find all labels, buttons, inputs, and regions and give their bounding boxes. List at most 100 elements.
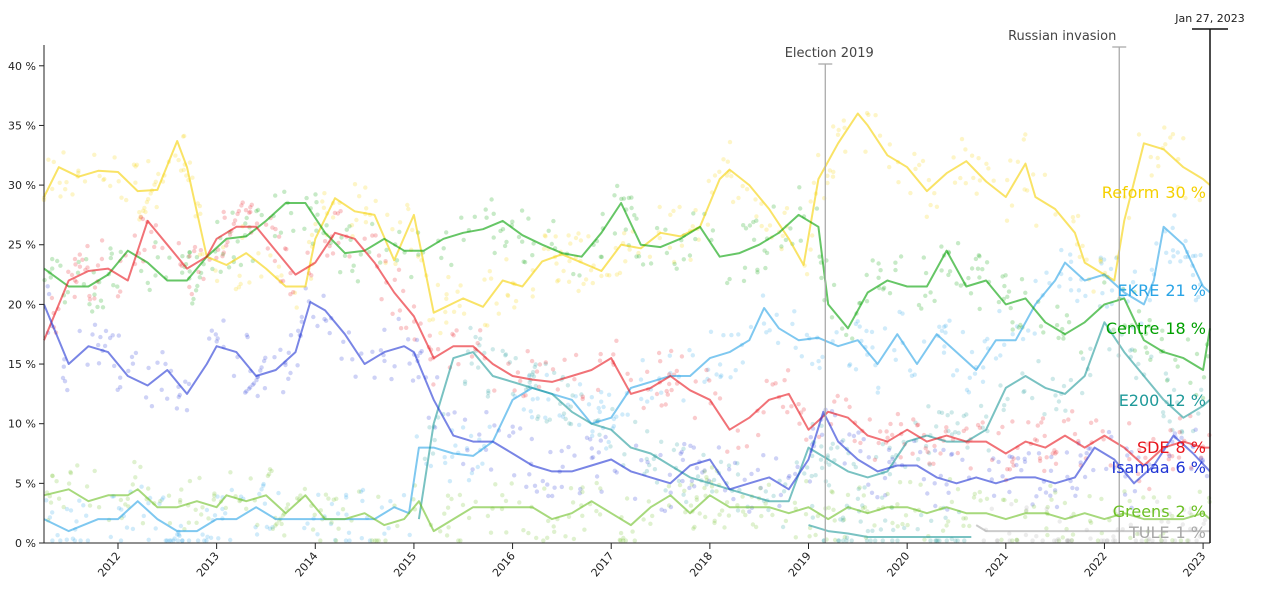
poll-dot-ekre xyxy=(1014,324,1020,329)
poll-dot-greens xyxy=(740,494,745,499)
poll-dot-isamaa xyxy=(787,473,792,479)
poll-dot-ekre xyxy=(546,397,551,402)
poll-dot-isamaa xyxy=(1073,493,1078,498)
poll-dot-greens xyxy=(179,487,184,492)
poll-dot-centre xyxy=(238,262,244,268)
poll-dot-reform xyxy=(76,170,81,175)
poll-dot-reform xyxy=(764,227,769,232)
poll-dot-reform xyxy=(913,166,918,172)
poll-dot-reform xyxy=(1091,289,1096,294)
poll-dot-centre xyxy=(483,207,488,212)
poll-dot-greens xyxy=(717,512,722,517)
poll-dot-ekre xyxy=(985,336,990,342)
poll-dot-centre xyxy=(484,215,489,220)
poll-dot-tule xyxy=(1180,522,1186,527)
poll-dot-e200-early xyxy=(935,538,940,543)
y-tick-label: 35 % xyxy=(8,119,36,132)
poll-dot-reform xyxy=(561,268,566,274)
poll-dot-greens xyxy=(618,538,623,543)
poll-dot-sde xyxy=(198,248,204,253)
poll-dot-isamaa xyxy=(118,375,123,380)
poll-dot-ekre xyxy=(993,356,999,361)
poll-dot-centre xyxy=(42,277,47,283)
poll-dot-ekre xyxy=(466,478,472,483)
poll-dot-ekre xyxy=(1164,250,1169,255)
poll-dot-reform xyxy=(141,208,146,213)
poll-dot-tule xyxy=(1111,538,1116,543)
poll-dot-centre xyxy=(500,227,506,232)
poll-dot-e200-early xyxy=(873,538,878,543)
poll-dot-greens xyxy=(54,479,59,484)
poll-dot-reform xyxy=(688,257,693,262)
poll-dot-ekre xyxy=(50,510,55,515)
poll-dot-centre xyxy=(1175,364,1180,369)
poll-dot-e200-early xyxy=(810,503,815,509)
poll-dot-isamaa xyxy=(470,467,475,472)
series-line-reform xyxy=(43,112,1211,314)
poll-dot-greens xyxy=(298,493,303,498)
poll-dot-centre xyxy=(194,255,200,260)
poll-dot-ekre xyxy=(1047,281,1052,286)
poll-dot-reform xyxy=(182,133,187,139)
poll-dot-centre xyxy=(844,332,849,338)
poll-dot-centre xyxy=(693,236,698,242)
poll-dot-reform xyxy=(133,164,138,169)
poll-dot-reform xyxy=(292,290,298,295)
poll-dot-sde xyxy=(915,423,920,428)
poll-dot-greens xyxy=(466,515,472,521)
poll-dot-centre xyxy=(954,281,959,286)
end-label-greens: Greens 2 % xyxy=(1113,502,1206,521)
poll-dot-ekre xyxy=(820,354,825,360)
poll-dot-isamaa xyxy=(550,493,555,499)
poll-dot-reform xyxy=(1183,195,1188,201)
poll-dot-sde xyxy=(288,270,293,276)
poll-dot-reform xyxy=(657,204,662,210)
poll-dot-ekre xyxy=(611,424,616,429)
poll-dot-greens xyxy=(908,479,913,485)
poll-dot-e200-early xyxy=(878,527,884,532)
poll-dot-centre xyxy=(314,228,319,233)
poll-dot-reform xyxy=(1084,257,1089,262)
poll-dot-e200 xyxy=(610,406,615,412)
poll-dot-ekre xyxy=(774,312,779,317)
poll-dot-isamaa xyxy=(1049,454,1054,460)
poll-dot-e200 xyxy=(998,383,1003,388)
poll-dot-sde xyxy=(236,208,242,214)
poll-dot-e200-early xyxy=(895,538,900,543)
poll-dot-greens xyxy=(1185,538,1190,543)
poll-dot-e200-early xyxy=(937,538,942,543)
poll-dot-e200 xyxy=(710,489,715,494)
poll-dot-ekre xyxy=(942,344,947,349)
poll-dot-reform xyxy=(932,191,937,196)
poll-dot-sde xyxy=(674,368,679,374)
poll-dot-sde xyxy=(932,443,937,449)
poll-dot-isamaa xyxy=(92,322,98,327)
poll-dot-reform xyxy=(928,202,933,208)
poll-dot-greens xyxy=(1013,498,1019,503)
poll-dot-reform xyxy=(496,311,501,316)
poll-dot-greens xyxy=(618,530,624,536)
poll-dot-greens xyxy=(331,497,336,502)
poll-dot-ekre xyxy=(175,532,180,537)
poll-dot-e200-early xyxy=(934,538,939,543)
poll-dot-centre xyxy=(968,291,974,296)
poll-dot-greens xyxy=(48,500,54,505)
poll-dot-centre xyxy=(187,250,192,255)
poll-dot-centre xyxy=(235,239,240,244)
poll-dot-centre xyxy=(492,250,497,256)
poll-dot-isamaa xyxy=(596,450,601,455)
poll-dot-reform xyxy=(693,208,698,213)
poll-dot-ekre xyxy=(870,345,875,350)
poll-dot-sde xyxy=(656,350,662,356)
poll-dot-ekre xyxy=(714,372,719,377)
poll-dot-sde xyxy=(764,378,769,384)
poll-dot-e200-early xyxy=(844,538,849,543)
poll-dot-greens xyxy=(1095,538,1101,543)
poll-dot-tule xyxy=(1009,502,1014,507)
poll-dot-centre xyxy=(416,252,421,257)
poll-dot-ekre xyxy=(793,345,798,350)
poll-dot-centre xyxy=(1056,335,1061,341)
poll-dot-greens xyxy=(903,513,909,518)
poll-dot-e200-early xyxy=(868,538,873,543)
poll-dot-centre xyxy=(489,197,494,202)
